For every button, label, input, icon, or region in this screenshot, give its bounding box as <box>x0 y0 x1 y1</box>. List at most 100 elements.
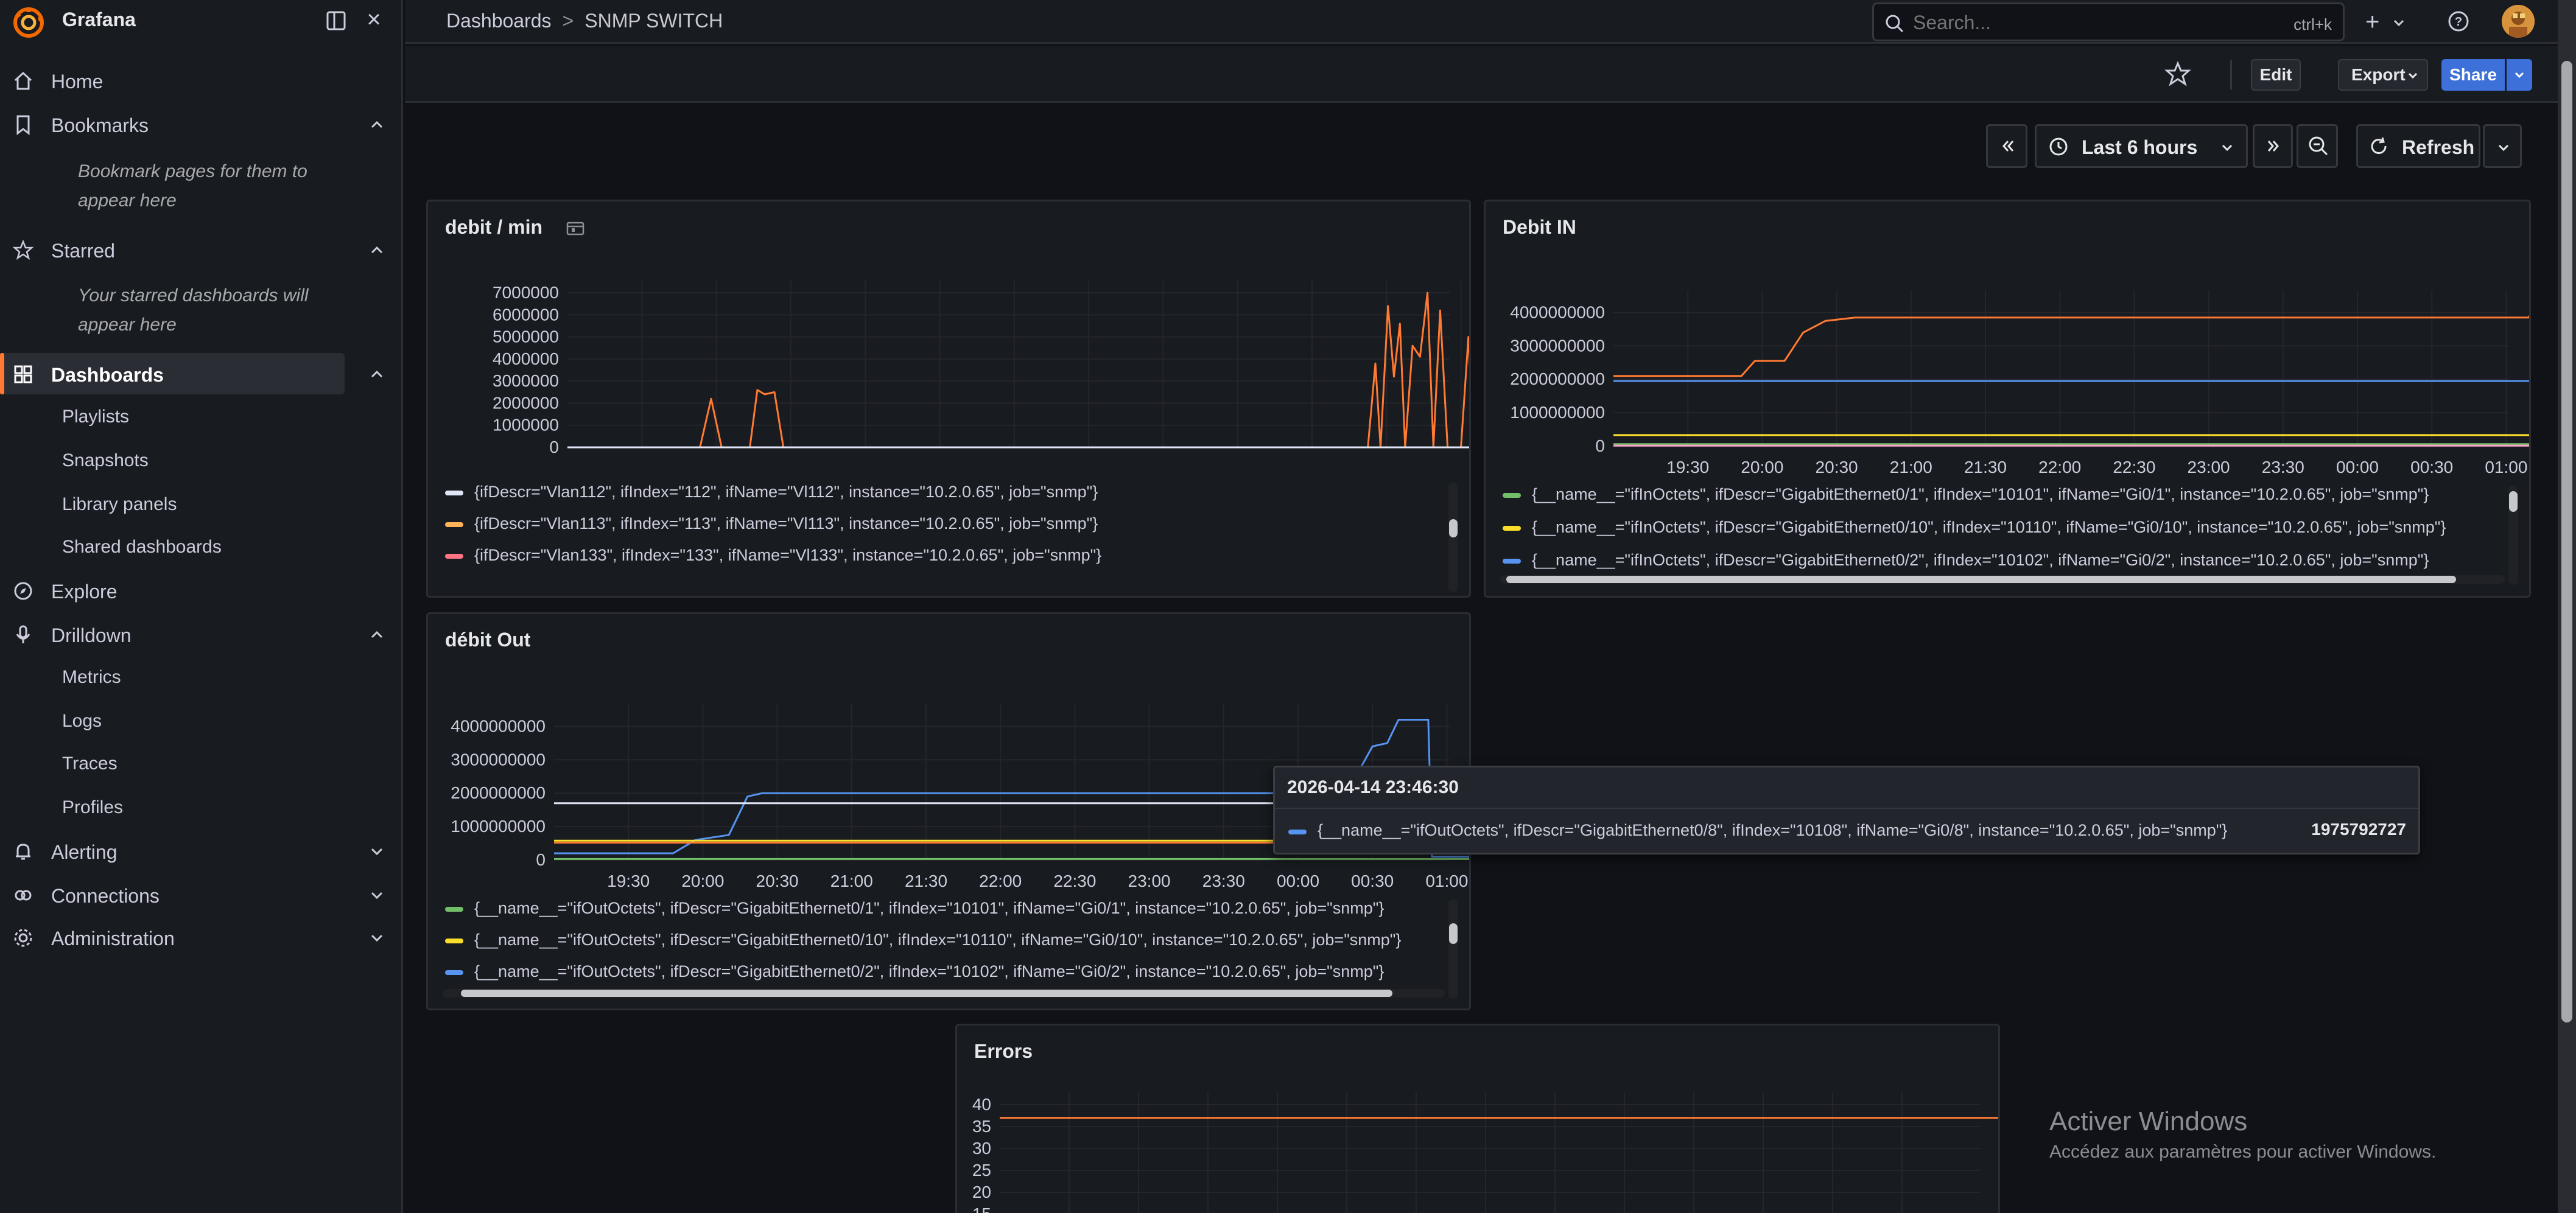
page-scrollbar[interactable] <box>2558 0 2576 1213</box>
plus-icon: + <box>2365 9 2380 35</box>
panel-errors[interactable]: Errors 40 35 30 25 20 15 <box>955 1024 2000 1213</box>
x-tick-label: 22:00 <box>2038 458 2081 475</box>
chevron-down-icon[interactable] <box>368 886 386 904</box>
legend-item[interactable]: {__name__="ifOutOctets", ifDescr="Gigabi… <box>445 899 1384 923</box>
sidebar-item-alerting[interactable]: Alerting <box>0 830 401 872</box>
scrollbar-thumb[interactable] <box>1449 519 1458 537</box>
search-input[interactable] <box>1913 12 2230 34</box>
y-tick-label: 2000000 <box>493 393 559 412</box>
sidebar-item-profiles[interactable]: Profiles <box>0 789 401 827</box>
debit-in-chart[interactable]: 4000000000 3000000000 2000000000 1000000000… <box>1486 201 2531 475</box>
legend-label: {ifDescr="Vlan133", ifIndex="133", ifNam… <box>474 546 1102 564</box>
legend-scrollbar[interactable] <box>2508 485 2518 585</box>
y-tick-label: 1000000000 <box>451 817 546 836</box>
sidebar-item-metrics[interactable]: Metrics <box>0 659 401 696</box>
star-dashboard-icon[interactable] <box>2164 60 2191 87</box>
gear-icon <box>14 929 32 947</box>
time-shift-back-button[interactable] <box>1986 124 2027 168</box>
sidebar-item-home[interactable]: Home <box>0 60 401 101</box>
add-new-button[interactable]: + <box>2360 6 2415 39</box>
sidebar-item-playlists[interactable]: Playlists <box>0 398 401 436</box>
star-icon <box>12 239 34 260</box>
export-button[interactable]: Export <box>2338 59 2428 91</box>
legend-item[interactable]: {__name__="ifInOctets", ifDescr="Gigabit… <box>1503 518 2446 542</box>
sidebar-item-library-panels[interactable]: Library panels <box>0 486 401 523</box>
grafana-logo-icon[interactable] <box>12 6 45 39</box>
refresh-icon <box>2371 137 2387 154</box>
zoom-out-button[interactable] <box>2297 124 2338 168</box>
sidebar-item-shared-dashboards[interactable]: Shared dashboards <box>0 528 401 566</box>
user-avatar[interactable] <box>2502 5 2535 38</box>
time-range-picker[interactable]: Last 6 hours <box>2035 124 2248 168</box>
chevron-down-icon[interactable] <box>368 929 386 947</box>
sidebar-item-administration[interactable]: Administration <box>0 917 401 958</box>
scrollbar-thumb[interactable] <box>1449 923 1458 944</box>
close-menu-icon[interactable]: × <box>367 6 381 33</box>
panel-title: débit Out <box>445 629 531 651</box>
panel-debit-in[interactable]: Debit IN 4000000000 3000000000 2000000000 1… <box>1484 200 2531 598</box>
time-shift-forward-button[interactable] <box>2253 124 2293 168</box>
chevron-up-icon[interactable] <box>368 626 386 644</box>
legend-item[interactable]: {__name__="ifInOctets", ifDescr="Gigabit… <box>1503 551 2429 575</box>
scrollbar-thumb[interactable] <box>1506 576 2456 583</box>
breadcrumb-dashboards-link[interactable]: Dashboards <box>446 10 552 32</box>
y-tick-label: 25 <box>972 1161 991 1180</box>
sidebar-item-label: Starred <box>51 240 115 262</box>
legend-item[interactable]: {ifDescr="Vlan113", ifIndex="113", ifNam… <box>445 514 1098 539</box>
legend-item[interactable]: {__name__="ifInOctets", ifDescr="Gigabit… <box>1503 485 2429 509</box>
legend-item[interactable]: {ifDescr="Vlan133", ifIndex="133", ifNam… <box>445 546 1101 570</box>
share-button[interactable]: Share <box>2441 59 2505 91</box>
sidebar-item-connections[interactable]: Connections <box>0 874 401 915</box>
library-panel-icon[interactable] <box>566 220 585 237</box>
debit-min-chart[interactable]: 7000000 6000000 5000000 4000000 3000000 20000… <box>428 201 1471 457</box>
dock-menu-icon[interactable] <box>324 9 348 33</box>
tooltip-series-label: {__name__="ifOutOctets", ifDescr="Gigabi… <box>1318 821 2228 839</box>
chevron-up-icon[interactable] <box>368 116 386 134</box>
refresh-button[interactable]: Refresh <box>2356 124 2480 168</box>
x-tick-label: 21:30 <box>905 872 947 888</box>
tooltip-value: 1975792727 <box>2311 820 2406 839</box>
share-menu-button[interactable] <box>2507 59 2532 91</box>
x-tick-label: 23:00 <box>1128 872 1171 888</box>
y-tick-label: 4000000 <box>493 349 559 368</box>
sidebar-item-label: Library panels <box>62 494 177 514</box>
y-tick-label: 3000000000 <box>451 750 546 769</box>
sidebar-item-dashboards[interactable]: Dashboards <box>0 353 345 394</box>
scrollbar-thumb[interactable] <box>2509 491 2518 512</box>
help-icon[interactable]: ? <box>2446 9 2471 34</box>
edit-button[interactable]: Edit <box>2251 59 2301 91</box>
legend-scrollbar[interactable] <box>1448 483 1458 592</box>
chevron-down-icon <box>2393 19 2404 27</box>
sidebar-item-drilldown[interactable]: Drilldown <box>0 613 401 655</box>
sidebar-item-bookmarks[interactable]: Bookmarks <box>0 103 401 145</box>
chevron-up-icon[interactable] <box>368 365 386 383</box>
breadcrumb-current: SNMP SWITCH <box>584 10 723 32</box>
legend-item[interactable]: {__name__="ifOutOctets", ifDescr="Gigabi… <box>445 962 1384 987</box>
chevron-down-icon[interactable] <box>368 842 386 861</box>
sidebar-item-logs[interactable]: Logs <box>0 702 401 740</box>
page-scrollbar-thumb[interactable] <box>2561 61 2572 1022</box>
refresh-interval-button[interactable] <box>2483 124 2522 168</box>
sidebar-item-snapshots[interactable]: Snapshots <box>0 442 401 480</box>
legend-item[interactable]: {__name__="ifOutOctets", ifDescr="Gigabi… <box>445 931 1401 955</box>
scrollbar-thumb[interactable] <box>461 990 1392 997</box>
x-tick-label: 00:30 <box>1351 872 1394 888</box>
chevron-up-icon[interactable] <box>368 241 386 259</box>
sidebar-item-explore[interactable]: Explore <box>0 570 401 611</box>
bookmark-icon <box>16 115 30 136</box>
legend-label: {__name__="ifOutOctets", ifDescr="Gigabi… <box>474 962 1385 981</box>
panel-debit-min[interactable]: debit / min 7000000 6000000 5000000 4000000… <box>426 200 1471 598</box>
search-box[interactable]: ctrl+k <box>1872 2 2345 41</box>
sidebar-item-traces[interactable]: Traces <box>0 745 401 783</box>
legend-label: {ifDescr="Vlan113", ifIndex="113", ifNam… <box>474 514 1098 533</box>
errors-chart[interactable]: 40 35 30 25 20 15 <box>957 1026 2000 1213</box>
legend-item[interactable]: {ifDescr="Vlan112", ifIndex="112", ifNam… <box>445 483 1098 507</box>
legend-horizontal-scrollbar[interactable] <box>1500 575 2505 584</box>
panel-debit-out[interactable]: débit Out 4000000000 3000000000 2000000000… <box>426 612 1471 1010</box>
double-chevron-left-icon <box>2002 141 2014 152</box>
legend-horizontal-scrollbar[interactable] <box>443 989 1445 998</box>
series-line[interactable] <box>1613 306 2531 443</box>
sidebar-item-starred[interactable]: Starred <box>0 229 401 270</box>
series-line[interactable] <box>567 292 1471 449</box>
legend-scrollbar[interactable] <box>1448 899 1458 999</box>
